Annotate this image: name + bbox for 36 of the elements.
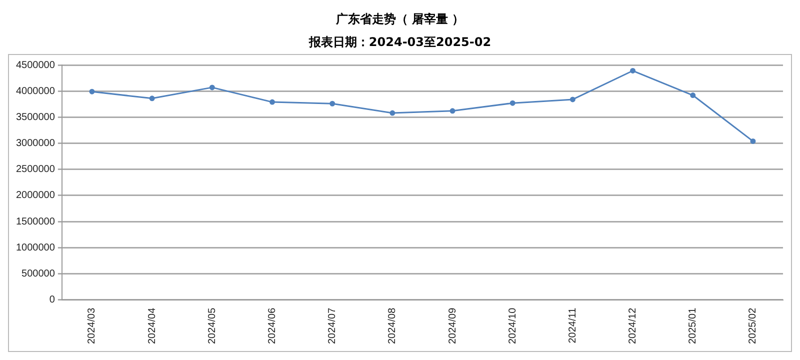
- x-tick-label: 2024/03: [86, 307, 98, 344]
- x-tick-label: 2024/10: [507, 307, 518, 344]
- y-tick-label: 500000: [22, 268, 56, 280]
- y-tick-label: 1500000: [16, 216, 56, 228]
- point: [570, 96, 576, 102]
- chart-title: 广东省走势（ 屠宰量 ）: [334, 11, 466, 28]
- y-tick-label: 4000000: [16, 86, 56, 97]
- x-tick-label: 2025/02: [748, 307, 759, 344]
- x-tick-label: 2024/07: [327, 307, 338, 344]
- point: [750, 138, 756, 144]
- point: [450, 108, 456, 114]
- y-tick-label: 3000000: [16, 138, 56, 150]
- x-tick-label: 2024/05: [206, 307, 218, 344]
- x-tick-label: 2024/08: [387, 307, 398, 344]
- y-tick-label: 2000000: [16, 190, 56, 202]
- point: [330, 100, 336, 106]
- point: [89, 88, 95, 94]
- point: [269, 99, 275, 105]
- point: [510, 100, 516, 106]
- x-tick-label: 2024/06: [266, 307, 278, 344]
- chart-subtitle: 报表日期：2024-03至2025-02: [308, 34, 492, 51]
- y-tick-label: 2500000: [16, 164, 56, 176]
- x-tick-label: 2024/09: [447, 307, 458, 344]
- point: [630, 68, 636, 74]
- x-tick-label: 2024/12: [628, 307, 639, 344]
- x-tick-label: 2024/04: [146, 307, 158, 344]
- x-tick-label: 2024/11: [567, 307, 578, 344]
- y-tick-label: 1000000: [16, 242, 56, 254]
- point: [690, 92, 696, 98]
- point: [149, 96, 155, 102]
- x-tick-label: 2025/01: [688, 307, 699, 344]
- point: [209, 84, 215, 90]
- y-tick-label: 4500000: [16, 60, 56, 71]
- y-tick-label: 0: [49, 294, 56, 306]
- point: [390, 110, 396, 116]
- y-tick-label: 3500000: [16, 112, 56, 123]
